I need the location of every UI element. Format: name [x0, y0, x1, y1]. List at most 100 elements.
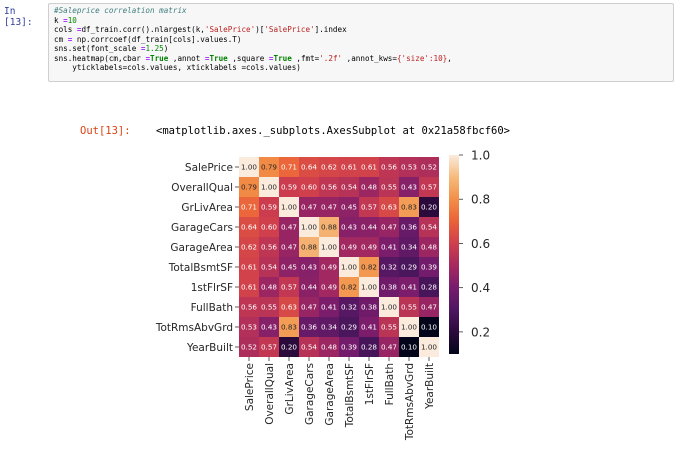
code-token: True	[273, 53, 292, 63]
code-token: #Saleprice correlation matrix	[54, 6, 187, 15]
cell-annotation: 0.41	[401, 283, 417, 292]
heatmap-cell	[419, 337, 439, 357]
heatmap-cell	[419, 157, 439, 177]
code-token: ,	[447, 53, 452, 63]
heatmap-cell	[419, 297, 439, 317]
cell-annotation: 0.55	[381, 183, 397, 192]
heatmap-cell	[399, 217, 419, 237]
code-line: sns.heatmap(cm,cbar =True ,annot =True ,…	[54, 54, 668, 64]
heatmap-cell	[319, 297, 339, 317]
heatmap-cell	[339, 317, 359, 337]
heatmap-cell	[239, 277, 259, 297]
code-token: =	[76, 25, 82, 34]
cell-annotation: 0.47	[421, 303, 437, 312]
cell-annotation: 0.47	[301, 203, 317, 212]
code-token: )[	[255, 25, 265, 34]
heatmap-cell	[279, 177, 299, 197]
heatmap-cell	[399, 177, 419, 197]
y-tick-label: SalePrice	[185, 162, 233, 174]
heatmap-cell	[279, 257, 299, 277]
code-token: )	[163, 44, 169, 53]
cell-annotation: 0.47	[381, 223, 397, 232]
heatmap-cell	[339, 217, 359, 237]
heatmap-cell	[419, 257, 439, 277]
code-token: sns.heatmap(cm,cbar	[54, 53, 146, 63]
cell-annotation: 0.71	[281, 163, 297, 172]
code-token: {'size':10}	[396, 53, 448, 63]
colorbar-tick-label: 0.6	[471, 237, 490, 251]
code-token: True	[150, 53, 169, 63]
heatmap-cell	[279, 277, 299, 297]
cell-annotation: 0.88	[321, 223, 337, 232]
heatmap-cell	[259, 297, 279, 317]
heatmap-cell	[279, 317, 299, 337]
cell-annotation: 0.41	[361, 323, 377, 332]
heatmap-cell	[259, 197, 279, 217]
cell-annotation: 0.44	[301, 283, 317, 292]
cell-annotation: 0.64	[301, 163, 317, 172]
cell-annotation: 0.60	[301, 183, 317, 192]
heatmap-cell	[379, 317, 399, 337]
heatmap-cell	[299, 317, 319, 337]
cell-annotation: 1.00	[381, 303, 397, 312]
cell-annotation: 0.54	[341, 183, 357, 192]
cell-annotation: 0.39	[421, 263, 437, 272]
cell-annotation: 0.61	[241, 283, 257, 292]
cell-annotation: 0.28	[421, 283, 437, 292]
cell-annotation: 0.47	[281, 223, 297, 232]
cell-annotation: 0.20	[281, 343, 297, 352]
heatmap-cell	[259, 337, 279, 357]
code-editor[interactable]: #Saleprice correlation matrix k =10 cols =…	[48, 3, 674, 82]
code-token: 10	[67, 15, 77, 25]
output-text: <matplotlib.axes._subplots.AxesSubplot a…	[156, 125, 511, 137]
cell-annotation: 0.49	[361, 243, 377, 252]
heatmap-cell	[299, 257, 319, 277]
cell-annotation: 0.45	[281, 263, 297, 272]
cell-annotation: 0.41	[321, 303, 337, 312]
cell-annotation: 0.71	[241, 203, 257, 212]
cell-annotation: 0.79	[261, 163, 277, 172]
code-token: np.corrcoef(df_train[cols].values.T)	[72, 34, 242, 44]
cell-annotation: 0.43	[401, 183, 417, 192]
cell-annotation: 0.83	[281, 323, 297, 332]
heatmap-cell	[299, 217, 319, 237]
cell-annotation: 0.36	[301, 323, 317, 332]
cell-annotation: 0.55	[381, 323, 397, 332]
heatmap-cell	[419, 217, 439, 237]
heatmap-cell	[319, 217, 339, 237]
code-token: ].index	[314, 25, 347, 34]
cell-annotation: 0.57	[421, 183, 437, 192]
y-tick-label: GarageCars	[171, 222, 233, 234]
code-token: =	[140, 44, 146, 53]
y-tick-label: GrLivArea	[181, 202, 233, 214]
cell-annotation: 0.47	[301, 303, 317, 312]
cell-annotation: 0.45	[341, 203, 357, 212]
heatmap-cell	[239, 337, 259, 357]
cell-annotation: 0.48	[421, 243, 437, 252]
cell-annotation: 1.00	[421, 343, 437, 352]
heatmap-cell	[379, 237, 399, 257]
cell-annotation: 1.00	[341, 263, 357, 272]
cell-annotation: 0.34	[321, 323, 337, 332]
heatmap-cell	[279, 197, 299, 217]
cell-annotation: 0.60	[261, 223, 277, 232]
code-token: cols	[54, 25, 77, 34]
heatmap-cell	[339, 177, 359, 197]
heatmap-cell	[239, 217, 259, 237]
heatmap-cells: 1.00 0.79 0.71 0.64 0.62 0.61 0.61 0.56 0.53 0.52…	[239, 157, 439, 357]
heatmap-cell	[339, 297, 359, 317]
heatmap-cell	[379, 257, 399, 277]
cell-annotation: 0.10	[421, 323, 437, 332]
cell-annotation: 0.55	[261, 303, 277, 312]
cell-annotation: 0.48	[321, 343, 337, 352]
heatmap-cell	[299, 237, 319, 257]
heatmap-cell	[239, 257, 259, 277]
heatmap-cell	[299, 337, 319, 357]
cell-annotation: 1.00	[321, 243, 337, 252]
code-token: =	[268, 53, 274, 63]
heatmap-cell	[399, 257, 419, 277]
cell-annotation: 0.43	[261, 323, 277, 332]
y-tick-label: GarageArea	[170, 242, 233, 254]
heatmap-cell	[379, 157, 399, 177]
